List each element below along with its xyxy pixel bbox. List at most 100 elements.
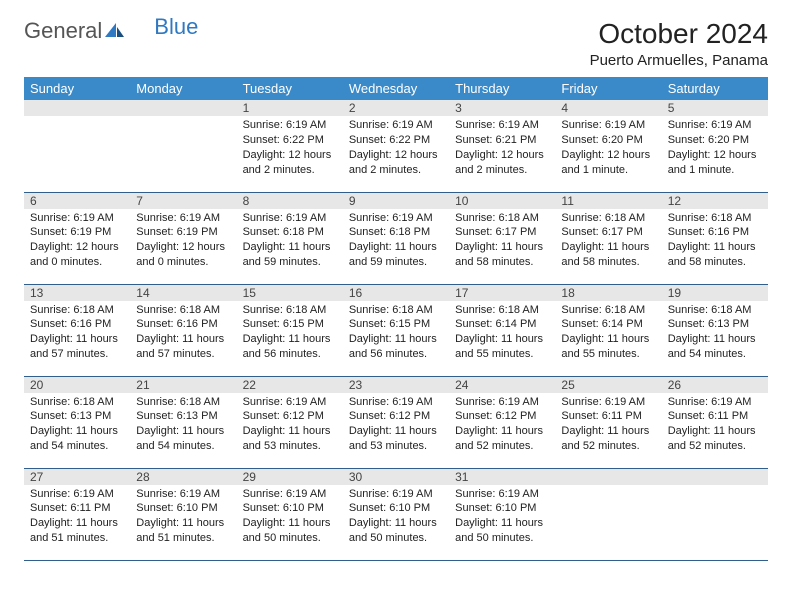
day-number: 16 xyxy=(343,285,449,301)
day-content: Sunrise: 6:19 AMSunset: 6:12 PMDaylight:… xyxy=(237,393,343,458)
day-content: Sunrise: 6:18 AMSunset: 6:13 PMDaylight:… xyxy=(662,301,768,366)
sunrise-text: Sunrise: 6:19 AM xyxy=(455,395,549,410)
logo: General Blue xyxy=(24,18,198,44)
sunset-text: Sunset: 6:20 PM xyxy=(668,133,762,148)
calendar-day-cell: 30Sunrise: 6:19 AMSunset: 6:10 PMDayligh… xyxy=(343,468,449,560)
sunrise-text: Sunrise: 6:19 AM xyxy=(136,211,230,226)
day-content: Sunrise: 6:19 AMSunset: 6:18 PMDaylight:… xyxy=(343,209,449,274)
day-content: Sunrise: 6:19 AMSunset: 6:20 PMDaylight:… xyxy=(555,116,661,181)
daylight-text: Daylight: 11 hours and 59 minutes. xyxy=(243,240,337,270)
day-content: Sunrise: 6:18 AMSunset: 6:16 PMDaylight:… xyxy=(24,301,130,366)
sunrise-text: Sunrise: 6:18 AM xyxy=(136,303,230,318)
daylight-text: Daylight: 11 hours and 50 minutes. xyxy=(243,516,337,546)
sunset-text: Sunset: 6:12 PM xyxy=(455,409,549,424)
day-content: Sunrise: 6:19 AMSunset: 6:18 PMDaylight:… xyxy=(237,209,343,274)
sunrise-text: Sunrise: 6:18 AM xyxy=(561,211,655,226)
day-content: Sunrise: 6:19 AMSunset: 6:10 PMDaylight:… xyxy=(343,485,449,550)
daylight-text: Daylight: 11 hours and 52 minutes. xyxy=(561,424,655,454)
day-number: 22 xyxy=(237,377,343,393)
calendar-day-cell xyxy=(24,100,130,192)
calendar-day-cell xyxy=(130,100,236,192)
weekday-header: Saturday xyxy=(662,77,768,100)
daylight-text: Daylight: 11 hours and 53 minutes. xyxy=(349,424,443,454)
sunset-text: Sunset: 6:12 PM xyxy=(349,409,443,424)
sunset-text: Sunset: 6:14 PM xyxy=(561,317,655,332)
calendar-day-cell: 31Sunrise: 6:19 AMSunset: 6:10 PMDayligh… xyxy=(449,468,555,560)
daylight-text: Daylight: 11 hours and 58 minutes. xyxy=(668,240,762,270)
daylight-text: Daylight: 11 hours and 55 minutes. xyxy=(455,332,549,362)
daylight-text: Daylight: 11 hours and 56 minutes. xyxy=(243,332,337,362)
daylight-text: Daylight: 12 hours and 1 minute. xyxy=(668,148,762,178)
sunset-text: Sunset: 6:13 PM xyxy=(136,409,230,424)
daylight-text: Daylight: 11 hours and 50 minutes. xyxy=(349,516,443,546)
sunset-text: Sunset: 6:20 PM xyxy=(561,133,655,148)
daylight-text: Daylight: 11 hours and 53 minutes. xyxy=(243,424,337,454)
calendar-day-cell: 26Sunrise: 6:19 AMSunset: 6:11 PMDayligh… xyxy=(662,376,768,468)
day-number xyxy=(24,100,130,116)
daylight-text: Daylight: 11 hours and 52 minutes. xyxy=(455,424,549,454)
daylight-text: Daylight: 11 hours and 54 minutes. xyxy=(136,424,230,454)
day-content: Sunrise: 6:19 AMSunset: 6:12 PMDaylight:… xyxy=(343,393,449,458)
sunrise-text: Sunrise: 6:18 AM xyxy=(455,211,549,226)
sunrise-text: Sunrise: 6:19 AM xyxy=(30,211,124,226)
day-number: 18 xyxy=(555,285,661,301)
daylight-text: Daylight: 11 hours and 59 minutes. xyxy=(349,240,443,270)
day-content: Sunrise: 6:19 AMSunset: 6:10 PMDaylight:… xyxy=(449,485,555,550)
calendar-day-cell: 16Sunrise: 6:18 AMSunset: 6:15 PMDayligh… xyxy=(343,284,449,376)
sunset-text: Sunset: 6:18 PM xyxy=(349,225,443,240)
logo-text-blue: Blue xyxy=(154,14,198,40)
sunset-text: Sunset: 6:22 PM xyxy=(243,133,337,148)
sunrise-text: Sunrise: 6:19 AM xyxy=(349,487,443,502)
calendar-week-row: 13Sunrise: 6:18 AMSunset: 6:16 PMDayligh… xyxy=(24,284,768,376)
calendar-day-cell: 13Sunrise: 6:18 AMSunset: 6:16 PMDayligh… xyxy=(24,284,130,376)
calendar-day-cell: 20Sunrise: 6:18 AMSunset: 6:13 PMDayligh… xyxy=(24,376,130,468)
sunrise-text: Sunrise: 6:19 AM xyxy=(136,487,230,502)
sunset-text: Sunset: 6:10 PM xyxy=(136,501,230,516)
daylight-text: Daylight: 12 hours and 2 minutes. xyxy=(349,148,443,178)
day-number: 13 xyxy=(24,285,130,301)
day-content: Sunrise: 6:18 AMSunset: 6:17 PMDaylight:… xyxy=(449,209,555,274)
sunrise-text: Sunrise: 6:19 AM xyxy=(561,118,655,133)
calendar-body: 1Sunrise: 6:19 AMSunset: 6:22 PMDaylight… xyxy=(24,100,768,560)
day-content: Sunrise: 6:19 AMSunset: 6:12 PMDaylight:… xyxy=(449,393,555,458)
day-number: 24 xyxy=(449,377,555,393)
calendar-day-cell: 28Sunrise: 6:19 AMSunset: 6:10 PMDayligh… xyxy=(130,468,236,560)
day-number: 1 xyxy=(237,100,343,116)
day-number: 30 xyxy=(343,469,449,485)
day-content: Sunrise: 6:19 AMSunset: 6:22 PMDaylight:… xyxy=(237,116,343,181)
calendar-week-row: 6Sunrise: 6:19 AMSunset: 6:19 PMDaylight… xyxy=(24,192,768,284)
sunset-text: Sunset: 6:16 PM xyxy=(30,317,124,332)
calendar-day-cell: 14Sunrise: 6:18 AMSunset: 6:16 PMDayligh… xyxy=(130,284,236,376)
day-number xyxy=(130,100,236,116)
calendar-day-cell: 25Sunrise: 6:19 AMSunset: 6:11 PMDayligh… xyxy=(555,376,661,468)
sunrise-text: Sunrise: 6:19 AM xyxy=(30,487,124,502)
day-number: 14 xyxy=(130,285,236,301)
day-number: 15 xyxy=(237,285,343,301)
day-number: 20 xyxy=(24,377,130,393)
day-content: Sunrise: 6:19 AMSunset: 6:11 PMDaylight:… xyxy=(24,485,130,550)
day-content: Sunrise: 6:19 AMSunset: 6:10 PMDaylight:… xyxy=(237,485,343,550)
calendar-day-cell: 22Sunrise: 6:19 AMSunset: 6:12 PMDayligh… xyxy=(237,376,343,468)
sunset-text: Sunset: 6:13 PM xyxy=(30,409,124,424)
day-number: 5 xyxy=(662,100,768,116)
day-content: Sunrise: 6:19 AMSunset: 6:11 PMDaylight:… xyxy=(555,393,661,458)
day-content: Sunrise: 6:18 AMSunset: 6:17 PMDaylight:… xyxy=(555,209,661,274)
calendar-day-cell: 17Sunrise: 6:18 AMSunset: 6:14 PMDayligh… xyxy=(449,284,555,376)
weekday-header: Monday xyxy=(130,77,236,100)
calendar-day-cell: 12Sunrise: 6:18 AMSunset: 6:16 PMDayligh… xyxy=(662,192,768,284)
calendar-day-cell: 7Sunrise: 6:19 AMSunset: 6:19 PMDaylight… xyxy=(130,192,236,284)
sunset-text: Sunset: 6:11 PM xyxy=(561,409,655,424)
calendar-day-cell xyxy=(555,468,661,560)
sunrise-text: Sunrise: 6:18 AM xyxy=(561,303,655,318)
sunrise-text: Sunrise: 6:19 AM xyxy=(349,118,443,133)
daylight-text: Daylight: 12 hours and 2 minutes. xyxy=(455,148,549,178)
calendar-day-cell: 11Sunrise: 6:18 AMSunset: 6:17 PMDayligh… xyxy=(555,192,661,284)
sunset-text: Sunset: 6:18 PM xyxy=(243,225,337,240)
sunrise-text: Sunrise: 6:19 AM xyxy=(668,118,762,133)
day-content: Sunrise: 6:18 AMSunset: 6:15 PMDaylight:… xyxy=(237,301,343,366)
weekday-header: Tuesday xyxy=(237,77,343,100)
day-number: 26 xyxy=(662,377,768,393)
day-number: 7 xyxy=(130,193,236,209)
day-content: Sunrise: 6:18 AMSunset: 6:13 PMDaylight:… xyxy=(24,393,130,458)
sunset-text: Sunset: 6:16 PM xyxy=(668,225,762,240)
